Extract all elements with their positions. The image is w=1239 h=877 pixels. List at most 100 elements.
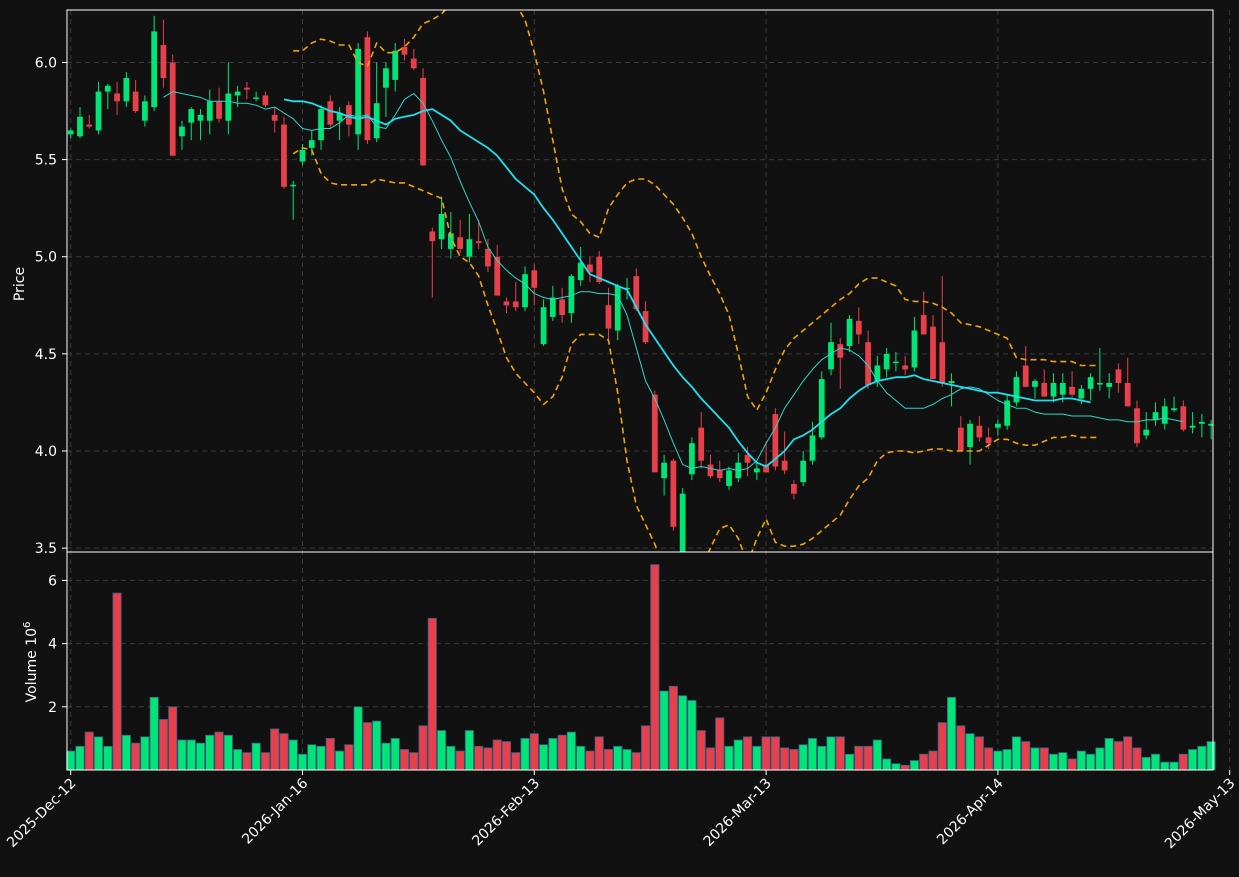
- volume-bar: [696, 730, 706, 771]
- volume-bar: [687, 700, 697, 771]
- volume-bar: [974, 736, 984, 771]
- candle-body: [985, 437, 992, 444]
- candle-body: [651, 394, 658, 473]
- volume-bar: [752, 745, 762, 771]
- candle: [522, 266, 528, 312]
- volume-bar: [418, 725, 428, 771]
- candle-body: [494, 256, 501, 296]
- volume-bar: [743, 736, 753, 771]
- volume-bar: [84, 731, 94, 771]
- volume-bar: [205, 734, 215, 771]
- candle: [1059, 373, 1066, 403]
- candle-body: [679, 493, 686, 552]
- volume-bar: [984, 747, 994, 771]
- volume-bar: [1123, 736, 1133, 771]
- candle-body: [948, 381, 955, 383]
- volume-bar: [1113, 741, 1123, 771]
- candle-body: [355, 48, 362, 135]
- candle-body: [874, 365, 881, 382]
- candle-body: [559, 299, 565, 315]
- candle: [253, 91, 260, 102]
- candle-body: [485, 248, 491, 267]
- volume-bar: [242, 752, 252, 771]
- volume-bar: [919, 753, 929, 771]
- candle-body: [364, 37, 371, 141]
- candle: [781, 431, 788, 475]
- candle: [791, 480, 797, 500]
- candle-body: [1171, 408, 1177, 411]
- candle-body: [216, 101, 222, 119]
- candle: [753, 462, 760, 481]
- candle-body: [577, 262, 584, 281]
- candle-body: [1078, 388, 1085, 399]
- candle: [1161, 398, 1168, 430]
- volume-bar: [251, 742, 261, 771]
- candle: [549, 285, 556, 321]
- volume-bar: [900, 764, 910, 771]
- candle: [503, 297, 510, 314]
- candle: [1180, 400, 1187, 432]
- candle-body: [1106, 382, 1113, 387]
- candle-body: [1134, 408, 1140, 444]
- candle: [883, 348, 890, 378]
- candle-body: [225, 93, 232, 121]
- candle-body: [568, 276, 575, 314]
- candle-body: [318, 109, 324, 141]
- candle: [818, 371, 825, 440]
- candle-body: [1041, 382, 1048, 397]
- candle: [957, 416, 964, 451]
- volume-bar: [1002, 749, 1012, 771]
- candle: [420, 68, 426, 166]
- candle: [1124, 357, 1131, 407]
- candle-body: [188, 109, 195, 123]
- candle-body: [392, 50, 399, 80]
- candle-body: [911, 330, 918, 368]
- price-tick-label: 4.5: [35, 347, 57, 363]
- candle-body: [1124, 382, 1131, 407]
- candle-body: [689, 443, 695, 475]
- volume-bar: [325, 738, 335, 771]
- candle-body: [781, 460, 788, 471]
- volume-bar: [140, 736, 150, 771]
- candle: [911, 316, 918, 372]
- volume-bar: [1169, 761, 1179, 771]
- candle: [930, 314, 936, 380]
- candle-body: [800, 460, 807, 483]
- candle: [1106, 373, 1113, 399]
- candle-body: [957, 427, 964, 451]
- volume-bar: [511, 752, 521, 771]
- candle-body: [243, 87, 250, 90]
- volume-axis-label-exponent: 6: [22, 622, 33, 628]
- candle-body: [1189, 425, 1196, 428]
- volume-bar: [641, 725, 651, 771]
- candle-body: [151, 31, 158, 108]
- candle: [77, 107, 83, 139]
- candle-body: [1087, 377, 1094, 389]
- volume-bar: [75, 745, 85, 771]
- candle: [1198, 414, 1205, 438]
- candle-body: [791, 484, 797, 494]
- volume-bar: [437, 730, 447, 771]
- volume-bar: [288, 739, 298, 771]
- volume-bar: [724, 745, 734, 771]
- volume-bar: [103, 745, 113, 771]
- candle: [577, 247, 584, 286]
- candle-body: [281, 124, 287, 187]
- candle: [216, 87, 222, 123]
- candle-body: [698, 427, 705, 461]
- candle: [1004, 394, 1011, 430]
- candle: [438, 196, 445, 249]
- candle-body: [290, 184, 297, 187]
- candle-body: [1059, 382, 1066, 395]
- candle: [392, 43, 399, 92]
- volume-bar: [372, 720, 382, 771]
- volume-bar: [937, 722, 947, 771]
- volume-bar: [381, 742, 391, 771]
- volume-bar: [946, 696, 957, 771]
- volume-bar: [1150, 753, 1161, 771]
- candle-body: [818, 379, 825, 438]
- candle-body: [447, 233, 454, 249]
- volume-bar: [1021, 741, 1031, 771]
- candle: [661, 454, 667, 496]
- volume-bar: [529, 733, 539, 771]
